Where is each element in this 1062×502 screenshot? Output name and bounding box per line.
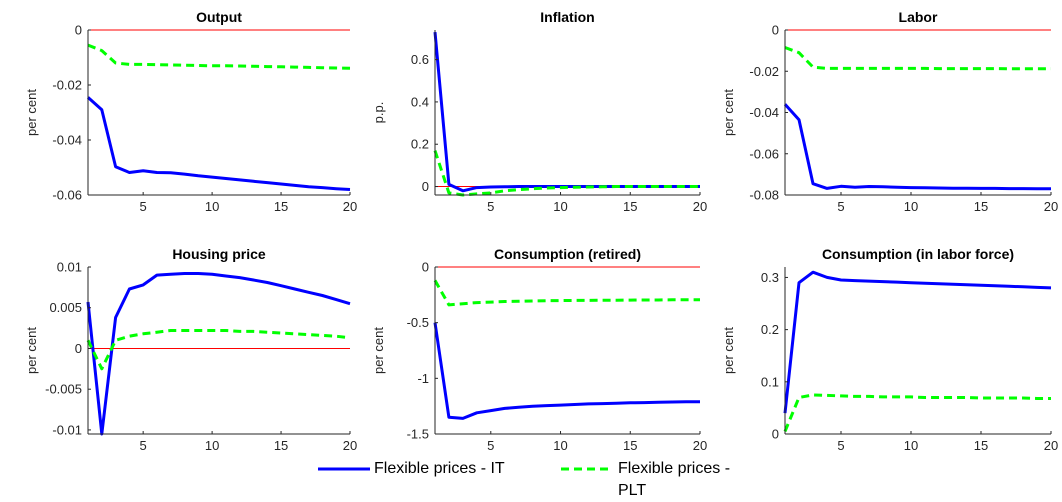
y-tick-label: -0.005 bbox=[45, 382, 82, 397]
y-tick-label: 0 bbox=[422, 179, 429, 194]
subplot-6: 5 10 15 20 0 0.1 0.2 0.3 Consumption (in labor f… bbox=[721, 246, 1058, 453]
y-tick-label: -0.04 bbox=[749, 105, 779, 120]
series-line-it bbox=[433, 322, 700, 420]
y-tick-label: -0.06 bbox=[52, 188, 82, 203]
y-axis-label: per cent bbox=[721, 89, 736, 136]
y-tick-label: -0.02 bbox=[749, 64, 779, 79]
legend: Flexible prices - IT Flexible prices - P… bbox=[318, 458, 738, 499]
y-tick-label: 0 bbox=[75, 341, 82, 356]
x-tick-label: 15 bbox=[974, 199, 988, 214]
y-tick-label: 0.4 bbox=[411, 94, 429, 109]
series-line-plt bbox=[784, 46, 1051, 71]
y-tick-label: 0.2 bbox=[761, 322, 779, 337]
y-tick-label: 0.005 bbox=[49, 300, 82, 315]
x-tick-label: 5 bbox=[487, 438, 494, 453]
x-tick-label: 15 bbox=[623, 199, 637, 214]
x-tick-label: 15 bbox=[274, 199, 288, 214]
y-tick-label: -0.04 bbox=[52, 133, 82, 148]
series-line-it bbox=[433, 31, 700, 193]
series-line-plt bbox=[86, 329, 351, 371]
y-axis-label: per cent bbox=[721, 327, 736, 374]
x-tick-label: 20 bbox=[693, 199, 707, 214]
y-tick-label: 0 bbox=[772, 427, 779, 442]
subplot-5: 5 10 15 20 -1.5 -1 -0.5 0 Consumption (retired) p… bbox=[371, 246, 707, 453]
x-tick-label: 15 bbox=[974, 438, 988, 453]
y-tick-label: -1.5 bbox=[407, 427, 429, 442]
series-line-plt bbox=[433, 279, 700, 307]
x-tick-label: 15 bbox=[623, 438, 637, 453]
legend-it-label: Flexible prices - IT bbox=[374, 460, 505, 477]
x-tick-label: 10 bbox=[904, 199, 918, 214]
y-tick-label: -0.5 bbox=[407, 315, 429, 330]
y-tick-label: -0.08 bbox=[749, 188, 779, 203]
subplot-title: Output bbox=[196, 9, 242, 25]
y-tick-label: 0 bbox=[772, 23, 779, 38]
x-tick-label: 5 bbox=[140, 438, 147, 453]
y-tick-label: 0.6 bbox=[411, 52, 429, 67]
subplot-1: 5 10 15 20 -0.06 -0.04 -0.02 0 Output per cent bbox=[24, 9, 357, 214]
x-tick-label: 5 bbox=[837, 438, 844, 453]
y-tick-label: 0.3 bbox=[761, 270, 779, 285]
subplot-title: Labor bbox=[899, 9, 938, 25]
y-tick-label: 0 bbox=[75, 23, 82, 38]
y-tick-label: -1 bbox=[417, 371, 429, 386]
series-line-plt bbox=[433, 150, 700, 197]
subplot-title: Consumption (retired) bbox=[494, 246, 641, 262]
y-axis-label: p.p. bbox=[371, 102, 386, 124]
x-tick-label: 20 bbox=[693, 438, 707, 453]
y-axis-label: per cent bbox=[371, 327, 386, 374]
x-tick-label: 10 bbox=[553, 438, 567, 453]
x-tick-label: 5 bbox=[487, 199, 494, 214]
x-tick-label: 20 bbox=[343, 438, 357, 453]
subplot-2: 5 10 15 20 0 0.2 0.4 0.6 Inflation p.p. bbox=[371, 9, 707, 214]
subplot-title: Housing price bbox=[172, 246, 266, 262]
x-tick-label: 5 bbox=[140, 199, 147, 214]
x-tick-label: 20 bbox=[1044, 199, 1058, 214]
x-tick-label: 10 bbox=[205, 438, 219, 453]
series-line-it bbox=[86, 272, 351, 436]
legend-plt-label: Flexible prices - PLT bbox=[618, 460, 731, 499]
x-tick-label: 20 bbox=[343, 199, 357, 214]
x-tick-label: 10 bbox=[553, 199, 567, 214]
series-line-it bbox=[86, 96, 351, 191]
subplot-3: 5 10 15 20 -0.08 -0.06 -0.04 -0.02 0 Labor per cen… bbox=[721, 9, 1058, 214]
series-line-plt bbox=[87, 43, 351, 70]
x-tick-label: 10 bbox=[205, 199, 219, 214]
subplot-title: Consumption (in labor force) bbox=[822, 246, 1014, 262]
x-tick-label: 5 bbox=[837, 199, 844, 214]
x-tick-label: 20 bbox=[1044, 438, 1058, 453]
y-tick-label: 0.2 bbox=[411, 137, 429, 152]
y-axis-label: per cent bbox=[24, 89, 39, 136]
subplot-title: Inflation bbox=[540, 9, 594, 25]
x-tick-label: 10 bbox=[904, 438, 918, 453]
y-tick-label: 0.01 bbox=[57, 260, 82, 275]
y-axis-label: per cent bbox=[24, 327, 39, 374]
y-tick-label: -0.02 bbox=[52, 78, 82, 93]
figure-canvas: 5 10 15 20 -0.06 -0.04 -0.02 0 Output per cent 5 10… bbox=[24, 9, 1058, 453]
y-tick-label: -0.06 bbox=[749, 146, 779, 161]
y-tick-label: -0.01 bbox=[52, 422, 82, 437]
series-line-it bbox=[783, 270, 1052, 414]
x-tick-label: 15 bbox=[274, 438, 288, 453]
subplot-4: 5 10 15 20 -0.01 -0.005 0 0.005 0.01 Housing pric… bbox=[24, 246, 357, 453]
y-tick-label: 0.1 bbox=[761, 374, 779, 389]
series-line-plt bbox=[783, 393, 1051, 432]
series-line-it bbox=[783, 103, 1051, 191]
y-tick-label: 0 bbox=[422, 260, 429, 275]
